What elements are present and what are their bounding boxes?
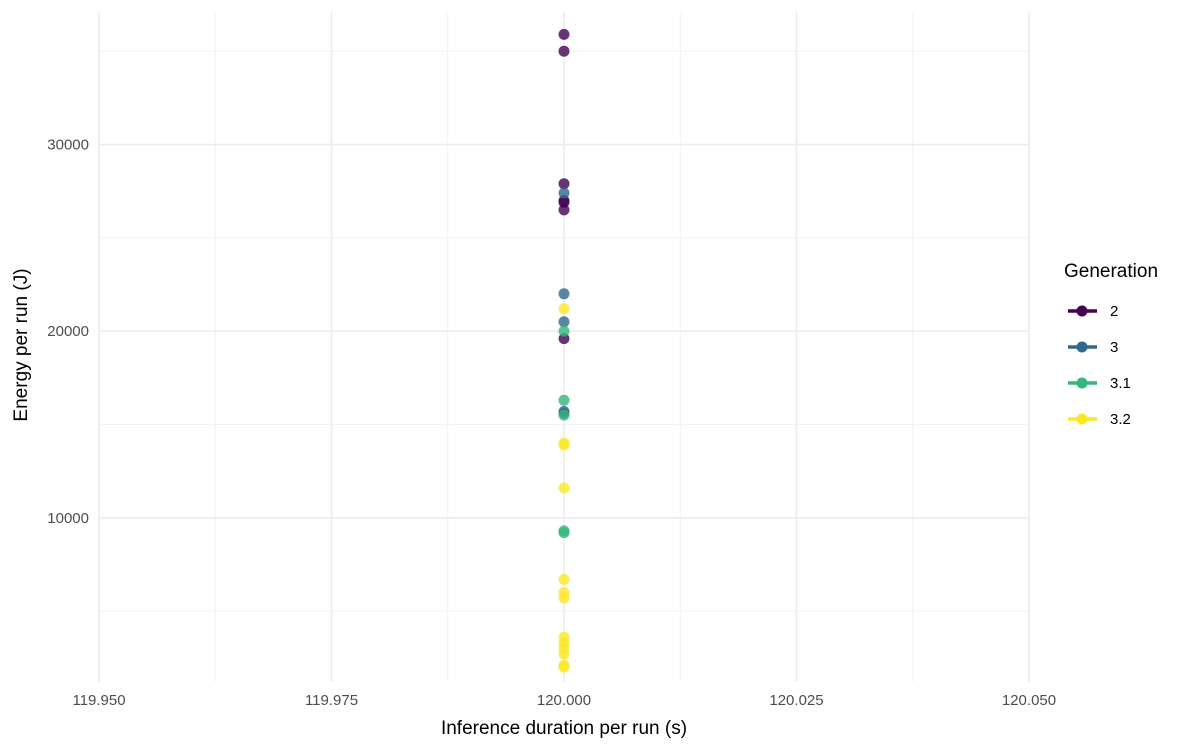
- x-tick-label: 120.025: [769, 692, 823, 709]
- legend-key-point: [1076, 377, 1088, 389]
- data-point-gen-3: [558, 187, 570, 199]
- legend-key-point: [1076, 341, 1088, 353]
- data-point-gen-3-1: [558, 527, 570, 539]
- data-point-gen-3-2: [558, 661, 570, 673]
- data-point-gen-3-2: [558, 573, 570, 585]
- data-points: [558, 28, 570, 673]
- legend-key-point: [1076, 413, 1088, 425]
- data-point-gen-3-1: [558, 325, 570, 337]
- data-point-gen-2: [558, 204, 570, 216]
- data-point-gen-3: [558, 288, 570, 300]
- legend-items: 2 3 3.1 3.2: [1068, 303, 1131, 428]
- legend-key-point: [1076, 305, 1088, 317]
- legend-label: 3: [1110, 339, 1118, 356]
- data-point-gen-2: [558, 178, 570, 190]
- x-tick-label: 120.050: [1002, 692, 1056, 709]
- y-axis-title: Energy per run (J): [11, 268, 32, 421]
- data-point-gen-3-2: [558, 592, 570, 604]
- data-point-gen-3-2: [558, 439, 570, 451]
- data-point-gen-2: [558, 45, 570, 57]
- data-point-gen-3-1: [558, 394, 570, 406]
- data-point-gen-3-1: [558, 409, 570, 421]
- y-tick-label: 10000: [47, 510, 89, 527]
- legend-label: 3.2: [1110, 411, 1131, 428]
- data-point-gen-3-2: [558, 482, 570, 494]
- legend-title: Generation: [1064, 261, 1158, 282]
- legend: Generation 2 3 3.1 3.2: [1064, 261, 1158, 428]
- data-point-gen-3-2: [558, 303, 570, 315]
- x-tick-label: 119.975: [305, 692, 358, 709]
- x-axis-ticks: 119.950 119.975 120.000 120.025 120.050: [72, 692, 1056, 709]
- y-tick-label: 20000: [47, 323, 89, 340]
- y-tick-label: 30000: [47, 137, 89, 154]
- major-gridlines: [98, 12, 1030, 682]
- y-axis-ticks: 10000 20000 30000: [47, 137, 89, 527]
- x-axis-title: Inference duration per run (s): [441, 718, 687, 739]
- x-tick-label: 119.950: [72, 692, 125, 709]
- x-tick-label: 120.000: [537, 692, 591, 709]
- legend-label: 2: [1110, 303, 1118, 320]
- data-point-gen-3: [558, 316, 570, 328]
- data-point-gen-2: [558, 28, 570, 40]
- data-point-gen-3-2: [558, 648, 570, 660]
- legend-label: 3.1: [1110, 375, 1131, 392]
